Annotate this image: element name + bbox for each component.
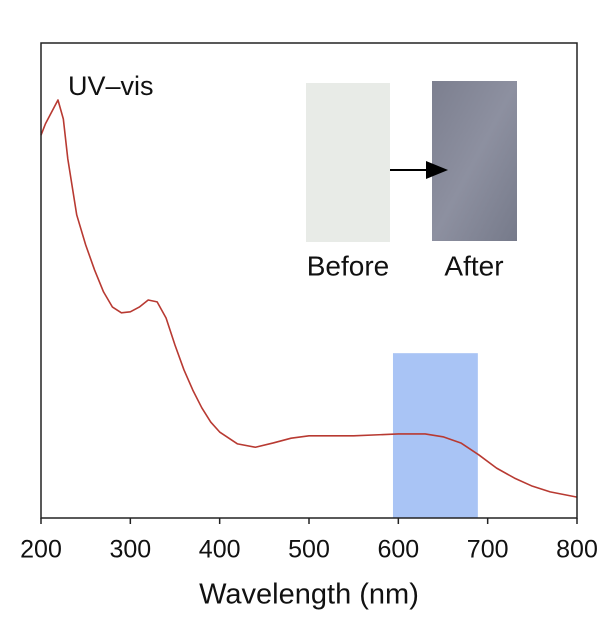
arrow-head	[426, 161, 448, 179]
inset-label: After	[444, 250, 503, 281]
x-tick-label: 700	[467, 536, 509, 564]
x-tick-label: 400	[199, 536, 241, 564]
annotation: UV–vis	[68, 71, 154, 101]
x-tick-label: 500	[288, 536, 330, 564]
inset-label: Before	[307, 250, 390, 281]
x-tick-label: 200	[20, 536, 62, 564]
after-image	[432, 81, 517, 241]
before-image	[306, 83, 390, 242]
x-axis-label: Wavelength (nm)	[199, 579, 419, 611]
x-tick-label: 800	[556, 536, 598, 564]
x-tick-label: 600	[377, 536, 419, 564]
spectrum-line	[40, 99, 578, 498]
x-tick-label: 300	[109, 536, 151, 564]
